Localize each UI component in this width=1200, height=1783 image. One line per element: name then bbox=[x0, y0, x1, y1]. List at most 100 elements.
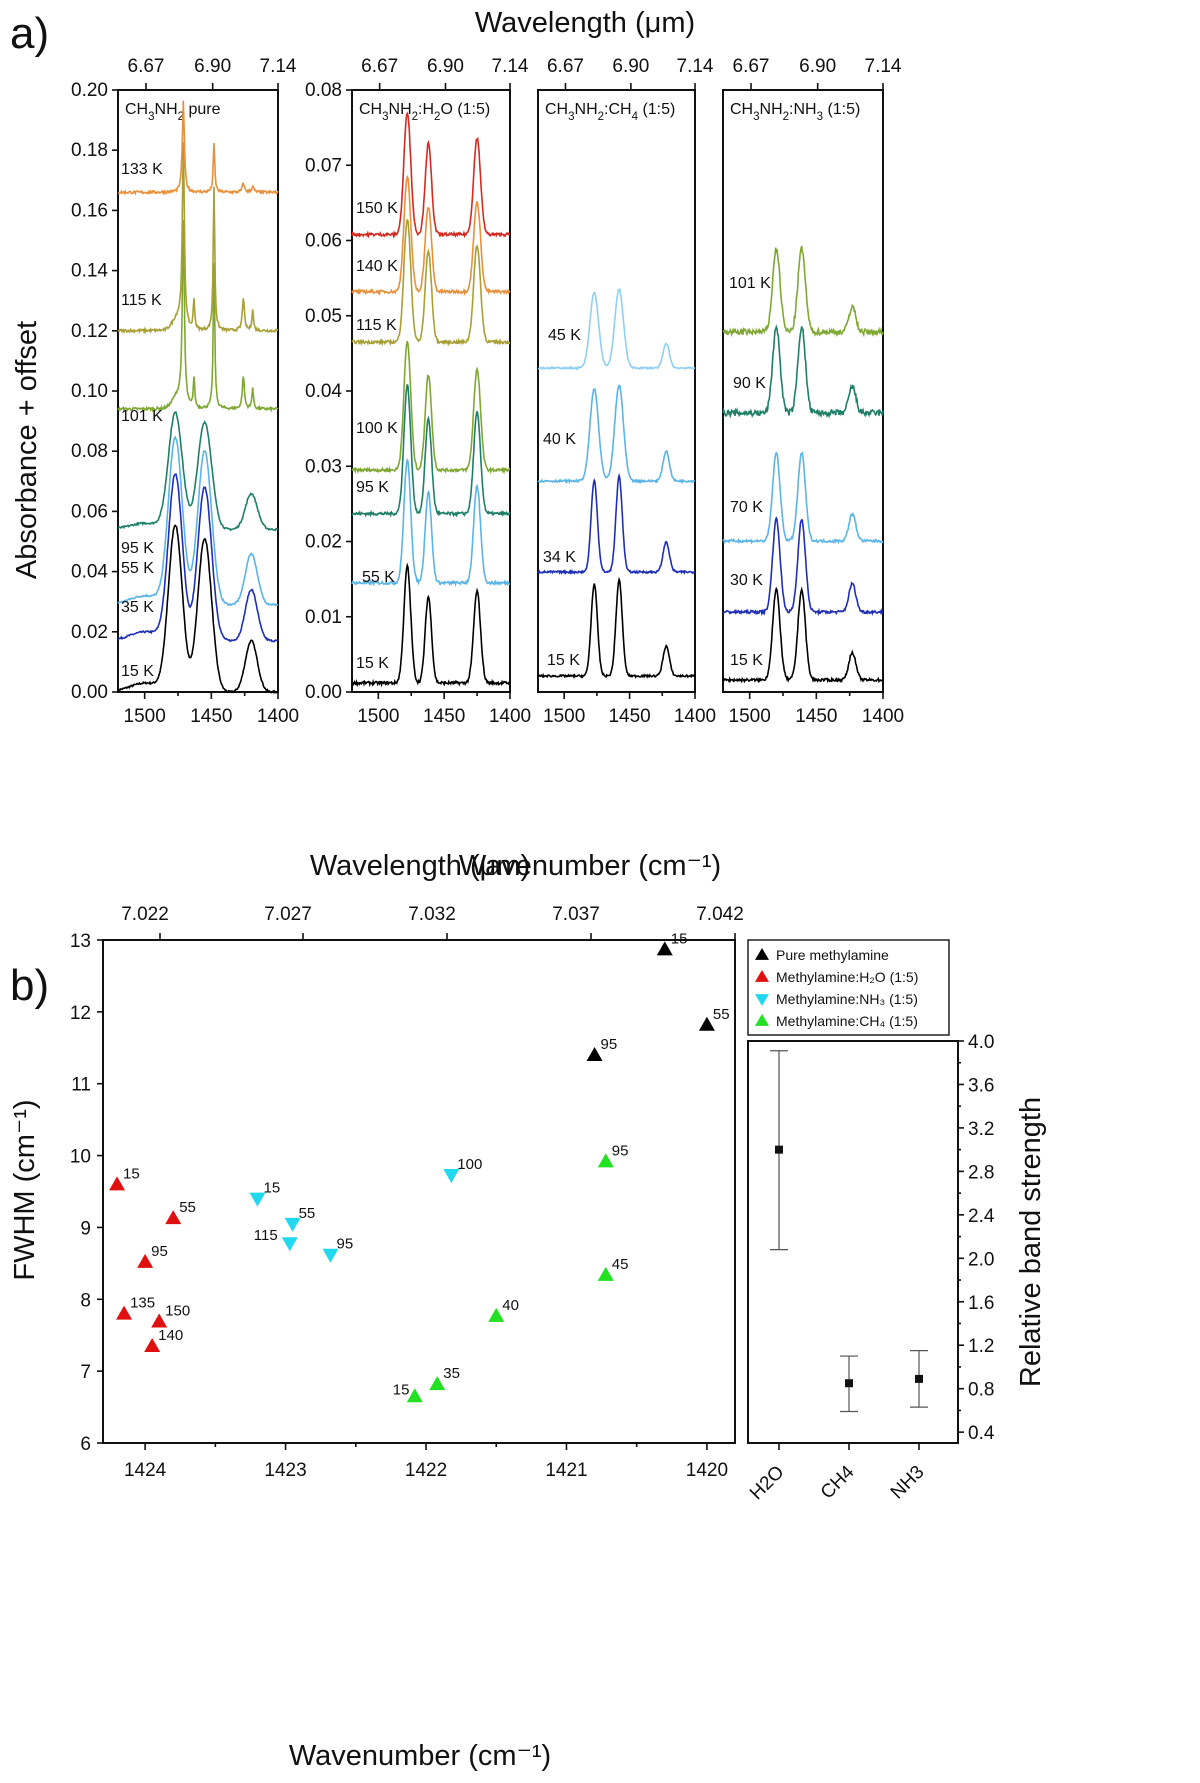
x-tick-label: 1450 bbox=[795, 706, 837, 727]
series-label: 101 K bbox=[121, 408, 163, 425]
series-label: 15 K bbox=[121, 663, 154, 680]
spectrum-line bbox=[723, 516, 884, 617]
legend-label: Methylamine:CH₄ (1:5) bbox=[776, 1013, 918, 1029]
panel-title: CH3NH2:NH3 (1:5) bbox=[730, 101, 860, 123]
y-tick-label: 0.18 bbox=[71, 140, 108, 161]
series-label: 133 K bbox=[121, 161, 163, 178]
panel-title: CH3NH2:H2O (1:5) bbox=[359, 101, 490, 123]
x-tick-label: 1450 bbox=[190, 706, 232, 727]
top-tick-label: 7.14 bbox=[492, 56, 529, 77]
scatter-point bbox=[249, 1192, 266, 1207]
point-label: 55 bbox=[299, 1205, 316, 1222]
spectrum-line bbox=[722, 586, 884, 684]
spectrum-line bbox=[351, 384, 511, 518]
y-tick-label: 6 bbox=[80, 1434, 91, 1455]
legend-marker bbox=[755, 1014, 769, 1026]
point-label: 55 bbox=[713, 1006, 730, 1023]
y-tick-label: 0.06 bbox=[305, 231, 342, 252]
point-label: 115 bbox=[254, 1227, 278, 1244]
y-tick-label: 2.8 bbox=[968, 1162, 994, 1183]
y-tick-label: 0.05 bbox=[305, 306, 342, 327]
y-tick-label: 0.00 bbox=[305, 682, 342, 703]
panel-title: CH3NH2 pure bbox=[125, 101, 221, 123]
spectrum-line bbox=[351, 174, 511, 297]
spectrum-line bbox=[537, 576, 696, 680]
top-tick-label: 7.027 bbox=[264, 904, 312, 925]
category-label: CH4 bbox=[817, 1461, 859, 1503]
point-label: 95 bbox=[612, 1142, 629, 1159]
y-tick-label: 7 bbox=[80, 1362, 91, 1383]
point-label: 15 bbox=[393, 1381, 410, 1398]
band-strength-point bbox=[845, 1379, 853, 1388]
scatter-point bbox=[656, 941, 673, 956]
point-label: 55 bbox=[179, 1199, 196, 1216]
top-tick-label: 6.67 bbox=[128, 56, 165, 77]
y-tick-label: 0.08 bbox=[305, 80, 342, 101]
inset-frame bbox=[747, 1040, 959, 1444]
series-label: 150 K bbox=[356, 200, 398, 217]
series-label: 30 K bbox=[730, 572, 763, 589]
top-tick-label: 7.042 bbox=[696, 904, 744, 925]
scatter-point bbox=[406, 1388, 423, 1403]
y-tick-label: 0.06 bbox=[71, 501, 108, 522]
series-label: 35 K bbox=[121, 599, 154, 616]
top-tick-label: 6.90 bbox=[612, 56, 649, 77]
y-tick-label: 0.02 bbox=[71, 622, 108, 643]
top-tick-label: 6.67 bbox=[361, 56, 398, 77]
y-tick-label: 9 bbox=[80, 1218, 91, 1239]
y-tick-label: 3.2 bbox=[968, 1119, 994, 1140]
panel-title: CH3NH2:CH4 (1:5) bbox=[545, 101, 675, 123]
y-tick-label: 0.12 bbox=[71, 321, 108, 342]
series-label: 115 K bbox=[121, 292, 162, 309]
spectrum-line bbox=[117, 473, 279, 643]
point-label: 45 bbox=[612, 1256, 629, 1273]
y-tick-label: 0.01 bbox=[305, 607, 342, 628]
series-label: 90 K bbox=[733, 375, 766, 392]
scatter-point bbox=[165, 1210, 182, 1225]
panel-b-letter: b) bbox=[10, 961, 49, 1010]
legend: Pure methylamine Methylamine:H₂O (1:5) Met… bbox=[747, 939, 950, 1036]
panel-frame bbox=[537, 89, 696, 693]
panel-frame bbox=[722, 89, 884, 693]
y-tick-label: 0.4 bbox=[968, 1423, 995, 1444]
inset-y-axis-label: Relative band strength bbox=[1015, 1097, 1047, 1387]
scatter-y-axis-label: FWHM (cm⁻¹) bbox=[9, 1099, 41, 1280]
y-tick-label: 0.16 bbox=[71, 200, 108, 221]
point-label: 35 bbox=[443, 1365, 460, 1382]
y-tick-label: 1.6 bbox=[968, 1293, 994, 1314]
y-tick-label: 10 bbox=[70, 1147, 91, 1168]
y-tick-label: 0.03 bbox=[305, 456, 342, 477]
top-tick-label: 6.90 bbox=[194, 56, 231, 77]
y-tick-label: 0.14 bbox=[71, 261, 108, 282]
legend-marker bbox=[755, 970, 769, 982]
y-tick-label: 12 bbox=[70, 1003, 91, 1024]
scatter-point bbox=[284, 1217, 301, 1232]
scatter-point bbox=[488, 1307, 505, 1322]
series-label: 55 K bbox=[362, 569, 395, 586]
spectrum-line bbox=[351, 111, 511, 239]
y-tick-label: 1.2 bbox=[968, 1336, 994, 1357]
series-label: 55 K bbox=[121, 560, 154, 577]
series-label: 15 K bbox=[547, 652, 580, 669]
y-tick-label: 0.02 bbox=[305, 532, 342, 553]
scatter-point bbox=[698, 1016, 715, 1031]
legend-label: Methylamine:H₂O (1:5) bbox=[776, 969, 918, 985]
scatter-point bbox=[109, 1176, 126, 1191]
y-tick-label: 0.00 bbox=[71, 682, 108, 703]
x-tick-label: 1400 bbox=[489, 706, 531, 727]
scatter-top-axis-label: Wavelength (μm) bbox=[310, 850, 530, 882]
series-label: 34 K bbox=[543, 549, 576, 566]
x-tick-label: 1400 bbox=[862, 706, 904, 727]
spectrum-line bbox=[351, 341, 511, 475]
top-tick-label: 7.032 bbox=[408, 904, 456, 925]
scatter-frame bbox=[102, 939, 736, 1444]
spectrum-line bbox=[722, 245, 884, 338]
point-label: 95 bbox=[601, 1036, 618, 1053]
point-label: 95 bbox=[151, 1243, 168, 1260]
scatter-point bbox=[443, 1168, 460, 1183]
x-tick-label: 1450 bbox=[608, 706, 650, 727]
y-tick-label: 3.6 bbox=[968, 1075, 994, 1096]
series-label: 40 K bbox=[543, 431, 576, 448]
top-tick-label: 7.037 bbox=[552, 904, 600, 925]
